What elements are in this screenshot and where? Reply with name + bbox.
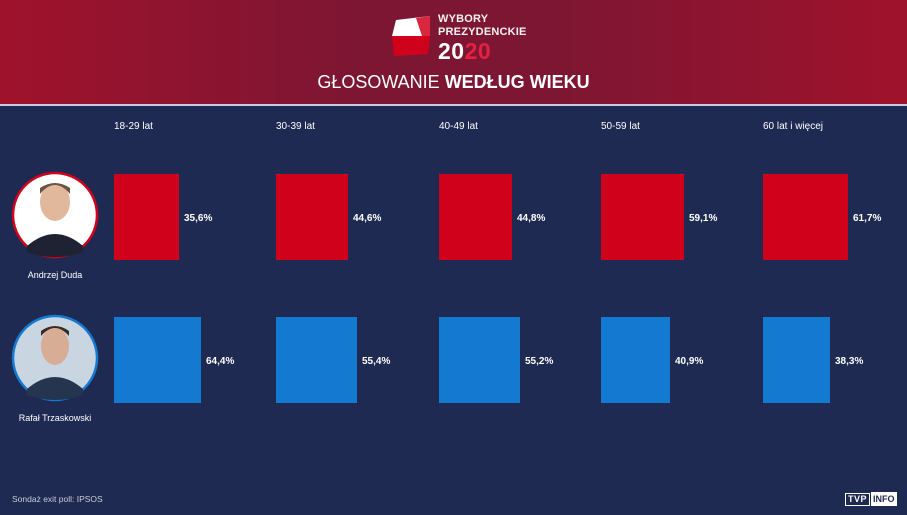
data-label: 59,1% xyxy=(689,213,717,224)
source-note: Sondaż exit poll: IPSOS xyxy=(12,494,103,504)
bar xyxy=(114,317,201,403)
bar xyxy=(276,317,357,403)
bar xyxy=(601,174,684,260)
data-label: 40,9% xyxy=(675,356,703,367)
candidate-name-duda: Andrzej Duda xyxy=(28,270,83,280)
bar xyxy=(601,317,670,403)
bar xyxy=(439,317,520,403)
data-label: 38,3% xyxy=(835,356,863,367)
category-label: 50-59 lat xyxy=(601,121,640,132)
chart-title-regular: GŁOSOWANIE xyxy=(317,72,445,92)
logo-year: 2020 xyxy=(438,40,527,63)
candidate-name-trzaskowski: Rafał Trzaskowski xyxy=(19,413,92,423)
brand-info: INFO xyxy=(871,492,897,506)
brand-tvp: TVP xyxy=(845,492,871,506)
election-logo: WYBORY PREZYDENCKIE 2020 xyxy=(438,14,527,63)
poland-flag-logo-icon xyxy=(392,16,430,56)
bar xyxy=(763,174,848,260)
bar xyxy=(114,174,179,260)
logo-year-part-2: 20 xyxy=(464,38,492,64)
chart-title-bold: WEDŁUG WIEKU xyxy=(444,72,590,92)
data-label: 61,7% xyxy=(853,213,881,224)
data-label: 35,6% xyxy=(184,213,212,224)
logo-line-2: PREZYDENCKIE xyxy=(438,26,527,38)
chart-title: GŁOSOWANIE WEDŁUG WIEKU xyxy=(0,72,907,93)
category-label: 30-39 lat xyxy=(276,121,315,132)
avatar-duda xyxy=(11,171,99,259)
bar xyxy=(763,317,830,403)
logo-year-part-1: 20 xyxy=(438,38,465,64)
tvp-info-logo: TVP INFO xyxy=(845,492,897,506)
data-label: 55,4% xyxy=(362,356,390,367)
category-label: 40-49 lat xyxy=(439,121,478,132)
bar xyxy=(276,174,348,260)
category-label: 18-29 lat xyxy=(114,121,153,132)
header-banner: WYBORY PREZYDENCKIE 2020 GŁOSOWANIE WEDŁ… xyxy=(0,0,907,106)
bar xyxy=(439,174,512,260)
data-label: 64,4% xyxy=(206,356,234,367)
category-label: 60 lat i więcej xyxy=(763,121,823,132)
avatar-trzaskowski xyxy=(11,314,99,402)
age-voting-chart: Andrzej Duda Rafał Trzaskowski 18-29 lat… xyxy=(11,121,881,423)
data-label: 44,8% xyxy=(517,213,545,224)
data-label: 55,2% xyxy=(525,356,553,367)
logo-line-1: WYBORY xyxy=(438,13,489,25)
data-label: 44,6% xyxy=(353,213,381,224)
